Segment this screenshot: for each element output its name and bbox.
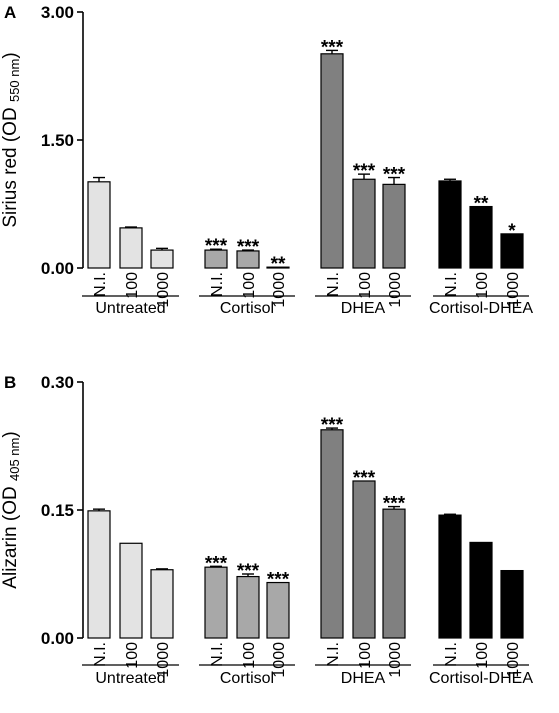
x-category-label: N.I. [443,272,460,297]
bar [150,249,174,269]
y-axis-label-main: Alizarin (OD [0,481,21,589]
x-category-label: 100 [474,642,491,669]
bar [352,480,376,639]
panel-letter: B [4,373,16,392]
y-tick-label: 0.00 [41,259,74,278]
x-category-label: 100 [474,272,491,299]
group-label: Cortisol [220,300,274,317]
x-category-label: 100 [124,272,141,299]
x-category-label: N.I. [92,642,109,667]
x-category-label: 1000 [155,272,172,308]
bar [438,514,462,639]
y-axis-label-close: ) [0,431,21,437]
significance-stars: *** [383,165,406,186]
y-axis-label-unit: 550 nm [7,59,22,102]
bar [266,581,290,639]
chart-panel-a: A 0.00 1.50 3.00 Sirius red (OD 550 nm) N.I. 1… [0,3,533,317]
y-axis-label: Sirius red (OD 550 nm) [0,52,22,227]
group-label: Untreated [95,300,165,317]
bar [87,510,111,639]
x-category-label: N.I. [325,272,342,297]
x-category-label: N.I. [92,272,109,297]
significance-stars: *** [237,237,260,258]
significance-stars: *** [321,415,344,436]
group-label: Cortisol-DHEA [429,300,533,317]
bar [119,227,143,269]
x-category-label: 100 [241,642,258,669]
significance-stars: * [508,221,516,242]
x-category-label: 1000 [505,642,522,678]
y-tick-label: 0.15 [41,501,74,520]
bar [382,508,406,639]
x-category-label: 100 [357,642,374,669]
bar [469,541,493,639]
significance-stars: ** [271,254,286,275]
x-category-label: 1000 [271,642,288,678]
y-axis-label: Alizarin (OD 405 nm) [0,431,22,588]
y-axis-label-close: ) [0,52,21,58]
significance-stars: *** [237,561,260,582]
x-category-label: 100 [357,272,374,299]
significance-stars: *** [353,468,376,489]
x-category-label: 1000 [271,272,288,308]
y-axis-label-unit: 405 nm [7,438,22,481]
bar [382,183,406,269]
bar [320,429,344,639]
panel-letter: A [4,3,16,22]
y-tick-label: 3.00 [41,3,74,22]
group-label: Untreated [95,670,165,687]
bar [119,542,143,639]
x-category-label: 100 [124,642,141,669]
significance-stars: *** [205,236,228,257]
group-label: DHEA [341,670,386,687]
y-tick-label: 0.00 [41,629,74,648]
x-category-label: 1000 [387,642,404,678]
x-category-label: N.I. [443,642,460,667]
x-category-label: 1000 [155,642,172,678]
group-label: DHEA [341,300,386,317]
bar [204,566,228,639]
group-label: Cortisol [220,670,274,687]
x-category-label: N.I. [209,272,226,297]
y-axis-label-main: Sirius red (OD [0,102,21,228]
y-tick-label: 1.50 [41,131,74,150]
bar [150,569,174,639]
chart-panel-b: B 0.00 0.15 0.30 Alizarin (OD 405 nm) N.I. 100… [0,373,533,687]
bar [87,181,111,269]
y-tick-label: 0.30 [41,373,74,392]
bar [352,178,376,269]
bar [266,266,290,269]
x-category-label: N.I. [325,642,342,667]
bar [500,233,524,269]
significance-stars: *** [205,553,228,574]
significance-stars: *** [267,570,290,591]
bar [500,569,524,639]
bar [320,53,344,269]
bar [236,575,260,639]
x-category-label: 100 [241,272,258,299]
significance-stars: *** [353,161,376,182]
bar [438,180,462,269]
x-category-label: N.I. [209,642,226,667]
significance-stars: *** [321,37,344,58]
significance-stars: ** [474,194,489,215]
group-label: Cortisol-DHEA [429,670,533,687]
significance-stars: *** [383,494,406,515]
x-category-label: 1000 [505,272,522,308]
bar [469,205,493,269]
x-category-label: 1000 [387,272,404,308]
